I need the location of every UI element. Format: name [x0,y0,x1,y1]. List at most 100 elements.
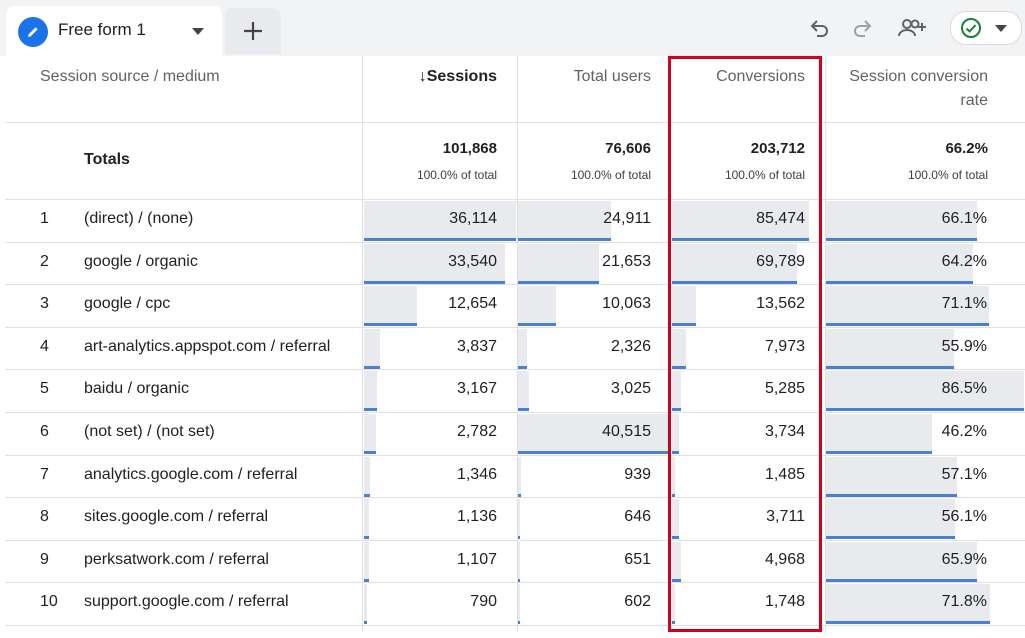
row-conversions-cell: 85,474 [672,199,824,241]
divider [5,412,1025,413]
row-users-value: 939 [624,465,651,483]
table-row[interactable]: 2 google / organic 33,540 21,653 69,789 64.2% [0,242,1025,284]
table-row[interactable]: 1 (direct) / (none) 36,114 24,911 85,474 66.1… [0,199,1025,241]
row-users-bar [518,371,529,410]
report-table: Session source / medium ↓Sessions Total … [0,56,1025,638]
row-sessions-bar [364,541,369,580]
row-users-bar-line [518,280,599,284]
row-conversions-bar-line [672,621,675,625]
divider [5,326,1025,328]
row-rate-bar-line [826,451,932,454]
chevron-down-icon [995,25,1007,32]
column-divider [362,56,363,632]
row-users-bar [518,243,599,282]
row-conversions-cell: 5,285 [672,369,824,412]
row-users-bar-line [518,408,529,412]
row-users-bar-line [518,451,670,454]
row-sessions-value: 33,540 [448,252,497,270]
row-users-value: 2,326 [610,337,651,355]
row-rank: 8 [40,508,49,526]
header-rate-line2: rate [960,92,988,109]
header-conversions[interactable]: Conversions [716,68,805,85]
row-conversions-value: 13,562 [756,295,805,313]
row-conversions-cell: 3,711 [672,497,824,540]
row-rank: 10 [40,593,58,611]
row-conversions-cell: 4,968 [672,540,824,582]
row-rate-bar [826,499,955,538]
row-users-value: 646 [624,508,651,526]
table-row[interactable]: 7 analytics.google.com / referral 1,346 939… [0,455,1025,497]
row-rate-cell: 65.9% [826,540,1024,582]
redo-button[interactable] [848,14,876,42]
row-users-bar-line [518,365,527,369]
row-rate-value: 57.1% [941,465,987,483]
row-rate-bar-line [826,621,990,625]
row-conversions-bar [672,201,809,239]
row-users-bar-line [518,323,556,327]
header-sessions[interactable]: ↓Sessions [418,68,497,85]
row-sessions-cell: 1,346 [364,455,516,497]
table-row[interactable]: 8 sites.google.com / referral 1,136 646 3,71… [0,497,1025,540]
row-users-cell: 24,911 [518,199,670,241]
undo-button[interactable] [806,14,834,42]
add-tab-button[interactable] [225,8,281,54]
row-users-value: 3,025 [610,380,651,398]
table-row[interactable]: 3 google / cpc 12,654 10,063 13,562 71.1% [0,284,1025,327]
row-users-cell: 2,326 [518,327,670,369]
row-rate-cell: 55.9% [826,327,1024,369]
header-session-source[interactable]: Session source / medium [40,68,220,85]
row-rank: 1 [40,210,49,227]
row-source-medium: perksatwork.com / referral [84,550,269,568]
row-users-value: 10,063 [602,295,651,313]
row-sessions-bar [364,584,367,623]
table-row[interactable]: 5 baidu / organic 3,167 3,025 5,285 86.5% [0,369,1025,412]
row-users-bar [518,328,527,367]
row-users-cell: 10,063 [518,284,670,327]
row-users-cell: 3,025 [518,369,670,412]
table-row[interactable]: 6 (not set) / (not set) 2,782 40,515 3,734 46… [0,412,1025,454]
row-rate-bar [826,243,973,282]
row-sessions-cell: 1,136 [364,497,516,540]
totals-sessions-value: 101,868 [442,140,497,157]
row-users-bar [518,541,520,580]
row-rate-cell: 64.2% [826,242,1024,284]
row-rate-bar [826,584,990,623]
row-rank: 2 [40,252,49,270]
header-total-users[interactable]: Total users [573,68,651,85]
share-button[interactable] [896,14,928,42]
row-rate-cell: 71.8% [826,582,1024,625]
totals-users-pct: 100.0% of total [570,168,651,182]
divider [5,582,1025,584]
row-sessions-value: 1,346 [456,465,497,483]
row-rate-value: 55.9% [941,337,987,355]
row-conversions-bar-line [672,578,681,582]
row-rate-cell: 66.1% [826,199,1024,241]
row-users-cell: 40,515 [518,412,670,454]
row-sessions-value: 12,654 [448,295,497,313]
table-row[interactable]: 9 perksatwork.com / referral 1,107 651 4,968… [0,540,1025,582]
row-rate-bar [826,541,977,580]
tab-dropdown-icon[interactable] [192,28,204,35]
row-conversions-bar-line [672,280,797,284]
row-conversions-bar-line [672,451,679,454]
header-rate-line1: Session conversion [849,68,988,85]
tab-free-form-1[interactable]: Free form 1 [6,6,222,56]
row-rate-cell: 71.1% [826,284,1024,327]
row-sessions-bar [364,243,505,282]
row-rate-bar [826,328,954,367]
row-rate-cell: 46.2% [826,412,1024,454]
row-users-bar-line [518,536,520,540]
row-sessions-cell: 36,114 [364,199,516,241]
header-session-conversion-rate[interactable]: Session conversion rate [826,65,988,131]
row-conversions-bar-line [672,408,681,412]
row-rate-bar [826,456,957,495]
row-source-medium: google / cpc [84,295,171,313]
row-users-bar-line [518,621,520,625]
row-sessions-bar-line [364,323,417,327]
row-rate-value: 66.1% [941,210,987,227]
table-row[interactable]: 4 art-analytics.appspot.com / referral 3,8… [0,327,1025,369]
row-users-value: 24,911 [603,210,651,227]
status-dropdown[interactable] [950,11,1022,45]
row-sessions-cell: 3,837 [364,327,516,369]
table-row[interactable]: 10 support.google.com / referral 790 602 1,7… [0,582,1025,625]
